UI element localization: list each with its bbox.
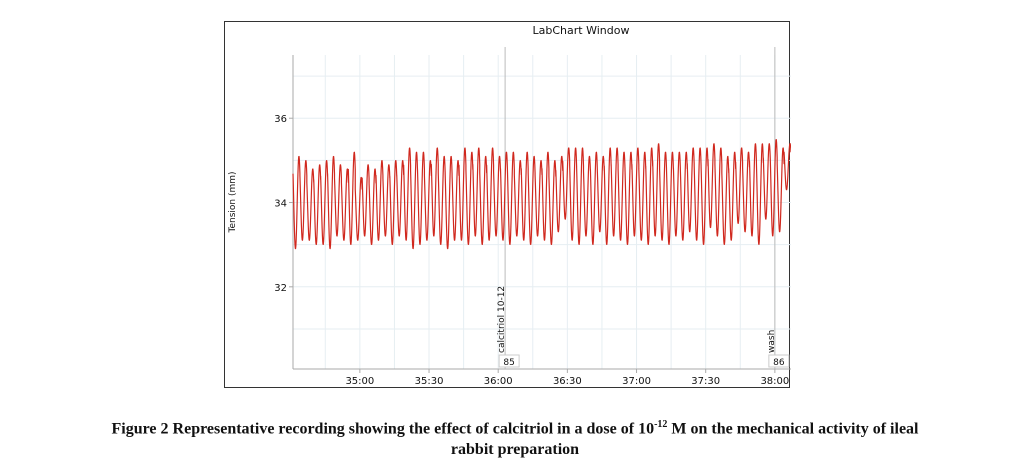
y-tick-label: 34	[274, 199, 287, 210]
x-tick-label: 37:30	[691, 376, 720, 387]
tension-trace	[292, 139, 791, 250]
comment-id: 85	[503, 358, 514, 368]
trace	[292, 139, 791, 250]
figure-caption: Figure 2 Representative recording showin…	[0, 412, 1030, 441]
caption-superscript: -12	[654, 419, 668, 430]
comment-text: calcitriol 10-12	[497, 286, 507, 353]
x-tick-label: 36:30	[553, 376, 582, 387]
y-tick-label: 32	[274, 283, 287, 294]
comment-id: 86	[773, 358, 785, 368]
x-tick-label: 38:00	[760, 376, 789, 387]
labchart-window: LabChart Window 32 34 36 35:00 35:30 36:00 36:…	[224, 21, 791, 388]
y-tick-label: 36	[274, 114, 287, 125]
caption-suffix: M on the mechanical activity of ileal	[667, 420, 919, 438]
caption-prefix: Figure 2 Representative recording showin…	[111, 420, 655, 438]
chart-svg: LabChart Window 32 34 36 35:00 35:30 36:00 36:…	[228, 24, 791, 387]
axes: 32 34 36 35:00 35:30 36:00 36:30 37:00 37:30 38:0…	[274, 55, 791, 387]
comment-text: wash	[767, 330, 777, 353]
x-tick-label: 36:00	[484, 376, 513, 387]
figure-caption-line2: rabbit preparation	[450, 441, 580, 458]
y-axis-label: Tension (mm)	[228, 171, 238, 233]
comments: 85 calcitriol 10-12 86 wash	[497, 47, 790, 369]
x-tick-label: 35:00	[345, 376, 374, 387]
chart-title: LabChart Window	[533, 24, 630, 37]
comment-id-box	[498, 354, 520, 368]
comment-id-box	[768, 354, 790, 368]
x-tick-label: 35:30	[415, 376, 444, 387]
x-tick-label: 37:00	[622, 376, 651, 387]
